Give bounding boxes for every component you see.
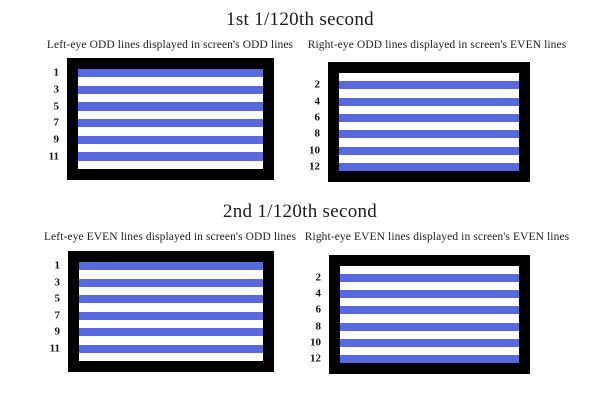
line-number-column: 1 3 5 7 9 11 [34,259,61,361]
screen-line-3-lit [79,278,263,287]
line-number-label-4: 4 [314,94,321,107]
screen-line-12-lit [340,354,519,363]
screen-line-12-lit [339,162,519,172]
screen-line-9-lit [79,328,263,337]
screen-line-6-blank [78,110,263,119]
line-number-label-9: 9 [54,325,61,338]
screen-raster [339,73,519,172]
screen-line-1-blank [340,266,519,275]
screen-panel-right-eye-even: 2 4 6 8 10 12 [295,255,530,374]
line-number-label-6: 6 [315,303,322,316]
line-number-label-10: 10 [309,143,320,156]
line-number-label-3: 3 [54,275,61,288]
line-number-label-10: 10 [310,336,321,349]
screen-line-7-blank [339,122,519,131]
line-number-label-11: 11 [48,149,59,162]
screen-line-4-blank [79,286,263,295]
screen-panel-left-eye-odd: 1 3 5 7 9 11 [33,58,274,180]
screen-line-2-blank [79,270,263,279]
screen-line-10-blank [78,143,263,153]
line-number-label-5: 5 [53,99,60,112]
screen-line-3-blank [340,282,519,291]
line-number-label-8: 8 [314,127,321,140]
line-number-column: 1 3 5 7 9 11 [33,66,60,169]
line-number-label-4: 4 [315,287,322,300]
line-number-label-6: 6 [314,111,321,124]
line-number-label-11: 11 [49,341,60,354]
screen-line-7-lit [78,118,263,128]
line-number-label-7: 7 [53,116,60,129]
screen-line-1-lit [79,262,263,271]
line-number-label-5: 5 [54,292,61,305]
line-number-label-1: 1 [54,259,61,272]
line-number-label-7: 7 [54,308,61,321]
screen-line-2-lit [340,274,519,283]
screen-line-4-lit [339,97,519,106]
screen-line-11-lit [78,152,263,161]
line-number-label-1: 1 [53,66,60,79]
screen-line-12-blank [79,352,263,361]
screen-raster [340,266,519,363]
section-1-title: 1st 1/120th second [226,9,374,30]
screen-panel-right-eye-odd: 2 4 6 8 10 12 [294,62,530,182]
screen-line-1-blank [339,73,519,82]
screen-line-6-lit [339,113,519,123]
screen-line-10-blank [79,336,263,345]
screen-line-1-lit [78,69,263,78]
screen-line-9-blank [340,330,519,339]
tv-screen [329,255,530,374]
line-number-label-2: 2 [315,271,322,284]
screen-line-3-blank [339,89,519,98]
line-number-label-9: 9 [53,133,60,146]
screen-line-11-lit [79,344,263,353]
line-number-label-12: 12 [309,160,320,173]
panel-caption-right-eye-odd: Right-eye ODD lines displayed in screen'… [307,39,567,51]
screen-line-10-lit [339,146,519,155]
screen-line-4-blank [78,93,263,103]
tv-screen [68,251,274,372]
screen-line-8-blank [78,127,263,136]
screen-line-7-blank [340,314,519,323]
screen-line-11-blank [339,154,519,163]
screen-line-9-blank [339,138,519,147]
screen-line-8-lit [339,130,519,139]
screen-line-11-blank [340,346,519,355]
screen-line-2-lit [339,81,519,90]
screen-line-3-lit [78,85,263,94]
screen-panel-left-eye-even: 1 3 5 7 9 11 [34,251,274,372]
screen-raster [78,69,263,169]
screen-line-6-blank [79,303,263,312]
screen-line-5-blank [340,298,519,307]
screen-raster [79,262,263,361]
panel-caption-left-eye-even: Left-eye EVEN lines displayed in screen'… [43,231,297,243]
screen-line-9-lit [78,135,263,144]
screen-line-4-lit [340,290,519,299]
screen-line-2-blank [78,77,263,86]
line-number-label-2: 2 [314,78,321,91]
screen-line-12-blank [78,160,263,169]
line-number-label-12: 12 [310,352,321,365]
screen-line-7-lit [79,311,263,320]
line-number-column: 2 4 6 8 10 12 [294,73,321,173]
tv-screen [328,62,530,182]
screen-line-10-lit [340,338,519,347]
tv-screen [67,58,274,180]
screen-line-6-lit [340,306,519,315]
line-number-label-8: 8 [315,319,322,332]
line-number-column: 2 4 6 8 10 12 [295,266,322,365]
section-2-title: 2nd 1/120th second [222,201,378,222]
panel-caption-right-eye-even: Right-eye EVEN lines displayed in screen… [304,231,570,243]
screen-line-5-blank [339,105,519,114]
screen-line-8-blank [79,319,263,328]
line-number-label-3: 3 [53,83,60,96]
panel-caption-left-eye-odd: Left-eye ODD lines displayed in screen's… [46,39,294,51]
screen-line-5-lit [79,295,263,304]
screen-line-5-lit [78,102,263,111]
screen-line-8-lit [340,322,519,331]
